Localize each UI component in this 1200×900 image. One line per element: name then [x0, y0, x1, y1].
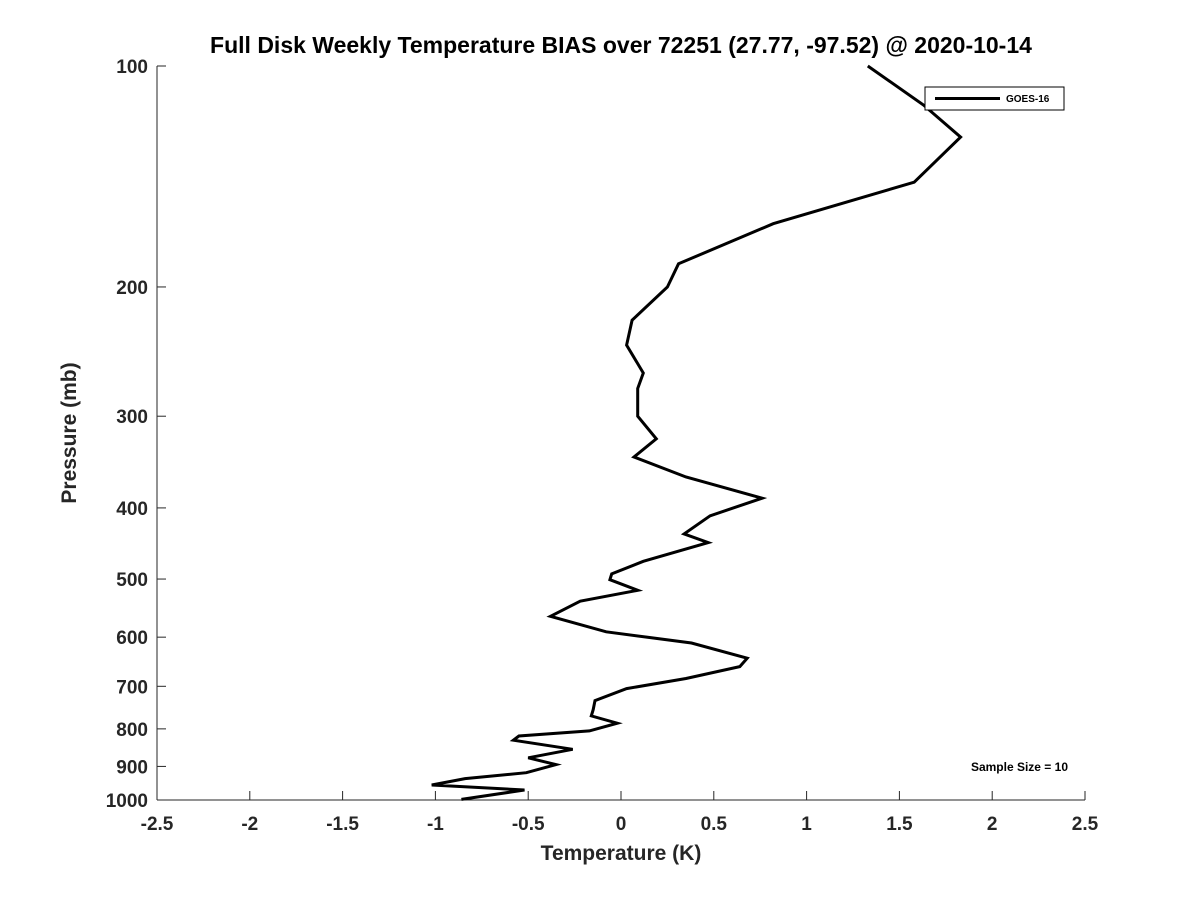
legend: GOES-16 [924, 86, 1065, 111]
x-tick-label: -1 [427, 814, 444, 835]
y-tick-label: 500 [116, 570, 148, 591]
y-tick-label: 800 [116, 720, 148, 741]
x-tick-label: 1.5 [886, 814, 913, 835]
x-tick-label: -1.5 [326, 814, 359, 835]
series-lines [431, 64, 963, 801]
sample-size-note: Sample Size = 10 [971, 760, 1068, 774]
y-axis-ticks: 100 200 300 400 500 600 700 800 900 1000 [106, 57, 166, 812]
x-tick-label: 2 [987, 814, 998, 835]
x-tick-label: 0.5 [701, 814, 728, 835]
legend-label-goes-16: GOES-16 [1006, 94, 1050, 105]
y-tick-label: 1000 [106, 791, 148, 812]
y-tick-label: 400 [116, 499, 148, 520]
y-tick-label: 100 [116, 57, 148, 78]
y-tick-label: 200 [116, 278, 148, 299]
x-axis-label: Temperature (K) [541, 842, 702, 865]
x-tick-label: 2.5 [1072, 814, 1099, 835]
y-tick-label: 300 [116, 407, 148, 428]
x-tick-label: -0.5 [512, 814, 545, 835]
y-axis-label: Pressure (mb) [58, 362, 81, 503]
x-tick-label: -2.5 [141, 814, 174, 835]
x-tick-label: -2 [241, 814, 258, 835]
series-line-goes-16 [431, 64, 963, 801]
y-tick-label: 900 [116, 757, 148, 778]
y-tick-label: 600 [116, 628, 148, 649]
x-tick-label: 0 [616, 814, 627, 835]
y-tick-label: 700 [116, 677, 148, 698]
chart-title: Full Disk Weekly Temperature BIAS over 7… [210, 32, 1032, 58]
x-axis-ticks: -2.5 -2 -1.5 -1 -0.5 0 0.5 1 1.5 2 2.5 [141, 791, 1099, 835]
x-tick-label: 1 [801, 814, 812, 835]
